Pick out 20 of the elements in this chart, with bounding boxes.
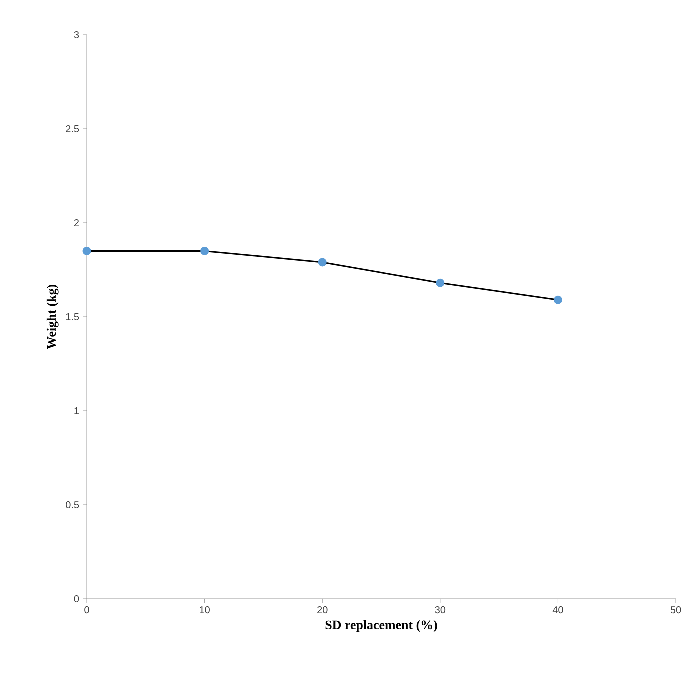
x-axis-title: SD replacement (%): [326, 620, 438, 632]
x-tick-label: 10: [200, 606, 210, 614]
y-tick-label: 1: [74, 408, 80, 414]
y-tick-label: 2: [74, 220, 79, 226]
x-tick-label: 50: [670, 606, 682, 614]
x-tick-label: 20: [318, 606, 328, 614]
x-tick-label: 30: [435, 606, 446, 614]
y-tick-label: 3: [74, 31, 80, 39]
y-tick-label: 2.5: [66, 125, 80, 133]
x-tick-label: 0: [84, 606, 90, 614]
point: [554, 296, 562, 304]
point: [82, 246, 92, 256]
x-tick-label: 40: [552, 606, 564, 614]
point: [436, 278, 445, 288]
point: [318, 258, 327, 267]
y-tick-label: 1.5: [66, 314, 80, 320]
y-tick-label: 0.5: [66, 501, 80, 509]
y-tick-label: 0: [74, 595, 80, 603]
y-axis-title: Weight (kg): [46, 285, 59, 350]
point: [200, 246, 210, 256]
